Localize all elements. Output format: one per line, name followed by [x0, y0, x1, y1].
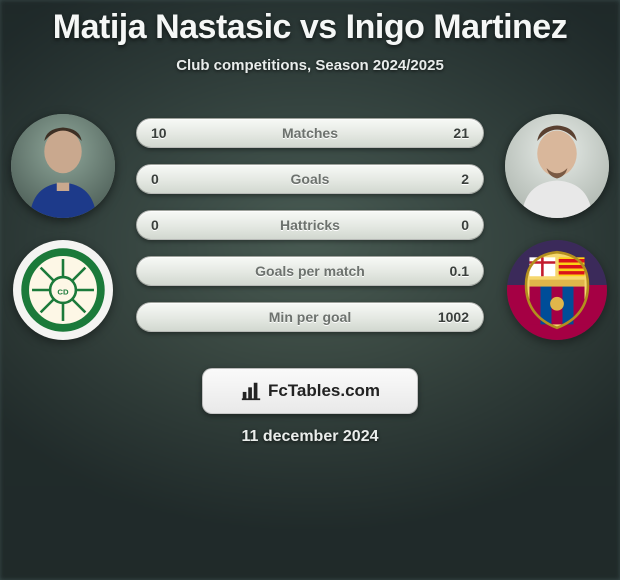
site-logo: FcTables.com [202, 368, 418, 414]
date-text: 11 december 2024 [242, 428, 379, 446]
footer: FcTables.com 11 december 2024 [0, 368, 620, 446]
stat-value-left: 10 [151, 125, 185, 141]
stat-value-right: 0 [435, 217, 469, 233]
site-logo-text: FcTables.com [268, 381, 380, 401]
player-right-avatar [505, 114, 609, 218]
stat-label: Min per goal [269, 309, 351, 325]
stat-value-left: 0 [151, 171, 185, 187]
stat-value-right: 0.1 [435, 263, 469, 279]
page-title: Matija Nastasic vs Inigo Martinez [0, 8, 620, 47]
stat-value-right: 1002 [435, 309, 469, 325]
svg-text:CD: CD [57, 287, 69, 296]
subtitle: Club competitions, Season 2024/2025 [0, 57, 620, 74]
player-right-column [502, 114, 612, 340]
stat-bar-goals: 0 Goals 2 [136, 164, 484, 194]
stat-value-right: 2 [435, 171, 469, 187]
player-left-column: CD [8, 114, 118, 340]
club-left-crest: CD [13, 240, 113, 340]
stat-label: Matches [282, 125, 338, 141]
club-right-crest [507, 240, 607, 340]
main-row: CD 10 Matches 21 0 Goals 2 0 Hattricks 0 [0, 114, 620, 340]
stat-bars: 10 Matches 21 0 Goals 2 0 Hattricks 0 Go… [136, 114, 484, 332]
player-silhouette-icon [505, 114, 609, 218]
club-crest-icon: CD [20, 247, 106, 333]
stat-label: Goals [291, 171, 330, 187]
player-silhouette-icon [11, 114, 115, 218]
bar-chart-icon [240, 380, 262, 402]
stat-value-left: 0 [151, 217, 185, 233]
stat-value-right: 21 [435, 125, 469, 141]
stat-label: Hattricks [280, 217, 340, 233]
club-crest-icon [514, 247, 600, 333]
stat-label: Goals per match [255, 263, 365, 279]
stat-bar-goals-per-match: Goals per match 0.1 [136, 256, 484, 286]
comparison-card: Matija Nastasic vs Inigo Martinez Club c… [0, 0, 620, 580]
stat-bar-hattricks: 0 Hattricks 0 [136, 210, 484, 240]
player-left-avatar [11, 114, 115, 218]
stat-bar-matches: 10 Matches 21 [136, 118, 484, 148]
stat-bar-min-per-goal: Min per goal 1002 [136, 302, 484, 332]
